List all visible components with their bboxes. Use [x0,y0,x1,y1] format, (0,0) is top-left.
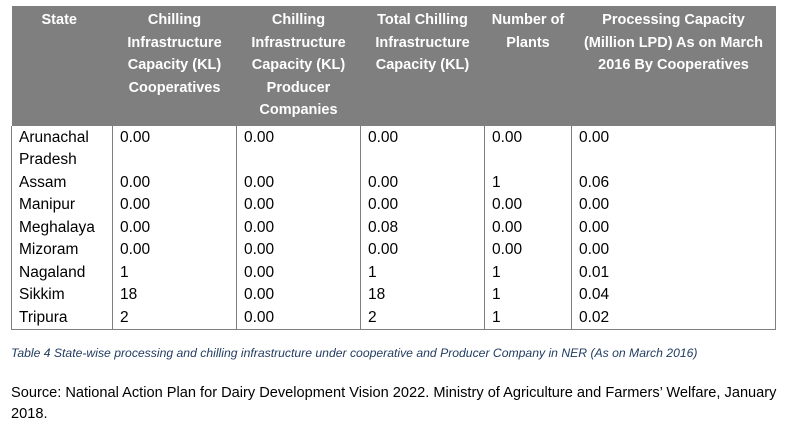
table-row: Manipur 0.00 0.00 0.00 0.00 0.00 [11,194,776,217]
processing-capacity-cell: 0.00 [571,216,776,239]
coop-capacity-cell: 2 [112,306,237,330]
plants-cell: 1 [484,306,572,330]
plants-cell: 1 [484,171,572,194]
column-header-plants: Number of Plants [484,6,572,126]
state-cell: Nagaland [11,261,113,284]
plants-cell: 0.00 [484,194,572,217]
plants-cell: 0.00 [484,125,572,172]
column-header-total-capacity: Total Chilling Infrastructure Capacity (… [360,6,485,126]
coop-capacity-cell: 0.00 [112,194,237,217]
producer-capacity-cell: 0.00 [236,125,361,172]
total-capacity-cell: 0.00 [360,239,485,262]
table-row: Mizoram 0.00 0.00 0.00 0.00 0.00 [11,239,776,262]
total-capacity-cell: 18 [360,284,485,307]
state-cell: Mizoram [11,239,113,262]
coop-capacity-cell: 1 [112,261,237,284]
state-cell: Tripura [11,306,113,330]
table-row: Sikkim 18 0.00 18 1 0.04 [11,284,776,307]
data-table: State Chilling Infrastructure Capacity (… [11,6,776,330]
column-header-processing-capacity: Processing Capacity (Million LPD) As on … [571,6,776,126]
total-capacity-cell: 1 [360,261,485,284]
producer-capacity-cell: 0.00 [236,261,361,284]
state-cell: Assam [11,171,113,194]
state-cell: Manipur [11,194,113,217]
plants-cell: 1 [484,261,572,284]
processing-capacity-cell: 0.04 [571,284,776,307]
table-row: Meghalaya 0.00 0.00 0.08 0.00 0.00 [11,216,776,239]
producer-capacity-cell: 0.00 [236,284,361,307]
table-row: Tripura 2 0.00 2 1 0.02 [11,306,776,330]
producer-capacity-cell: 0.00 [236,216,361,239]
plants-cell: 1 [484,284,572,307]
processing-capacity-cell: 0.00 [571,194,776,217]
table-row: Assam 0.00 0.00 0.00 1 0.06 [11,171,776,194]
table-row: Arunachal Pradesh 0.00 0.00 0.00 0.00 0.00 [11,125,776,172]
producer-capacity-cell: 0.00 [236,171,361,194]
coop-capacity-cell: 18 [112,284,237,307]
producer-capacity-cell: 0.00 [236,306,361,330]
coop-capacity-cell: 0.00 [112,216,237,239]
processing-capacity-cell: 0.01 [571,261,776,284]
table-caption: Table 4 State-wise processing and chilli… [11,346,698,360]
table-row: Nagaland 1 0.00 1 1 0.01 [11,261,776,284]
producer-capacity-cell: 0.00 [236,194,361,217]
producer-capacity-cell: 0.00 [236,239,361,262]
state-cell: Sikkim [11,284,113,307]
total-capacity-cell: 0.00 [360,171,485,194]
total-capacity-cell: 0.00 [360,194,485,217]
state-cell: Meghalaya [11,216,113,239]
coop-capacity-cell: 0.00 [112,239,237,262]
header-row: State Chilling Infrastructure Capacity (… [11,6,776,126]
total-capacity-cell: 2 [360,306,485,330]
processing-capacity-cell: 0.00 [571,125,776,172]
table-body: Arunachal Pradesh 0.00 0.00 0.00 0.00 0.00 Ass… [11,125,776,330]
total-capacity-cell: 0.08 [360,216,485,239]
processing-capacity-cell: 0.06 [571,171,776,194]
plants-cell: 0.00 [484,216,572,239]
state-cell: Arunachal Pradesh [11,125,113,172]
processing-capacity-cell: 0.00 [571,239,776,262]
column-header-coop-capacity: Chilling Infrastructure Capacity (KL) Co… [112,6,237,126]
coop-capacity-cell: 0.00 [112,125,237,172]
plants-cell: 0.00 [484,239,572,262]
column-header-state: State [11,6,113,126]
coop-capacity-cell: 0.00 [112,171,237,194]
processing-capacity-cell: 0.02 [571,306,776,330]
column-header-producer-capacity: Chilling Infrastructure Capacity (KL) Pr… [236,6,361,126]
table-header: State Chilling Infrastructure Capacity (… [11,6,776,126]
total-capacity-cell: 0.00 [360,125,485,172]
source-note: Source: National Action Plan for Dairy D… [11,385,777,422]
